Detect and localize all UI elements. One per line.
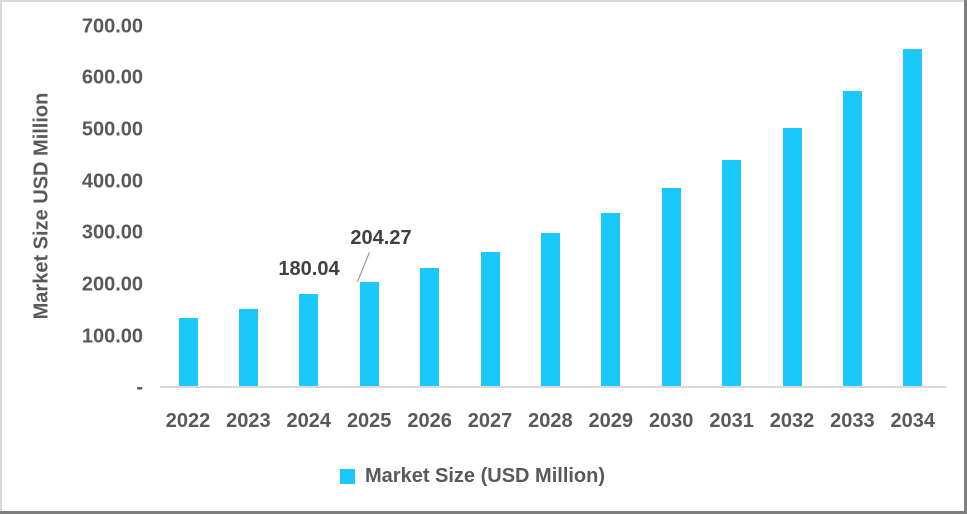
- y-tick: 400.00: [81, 170, 143, 193]
- frame-shadow-bottom: [0, 511, 967, 514]
- bar-2033: [842, 90, 862, 387]
- y-tick: 100.00: [81, 325, 143, 348]
- x-tick: 2030: [648, 410, 694, 432]
- bar-2022: [178, 317, 198, 387]
- bar-2027: [480, 252, 500, 387]
- bar-2025: [359, 281, 379, 387]
- y-axis-title: Market Size USD Million: [30, 92, 53, 320]
- bar-2028: [540, 233, 560, 387]
- x-tick: 2023: [226, 410, 271, 432]
- x-tick: 2029: [588, 410, 634, 432]
- x-tick: 2033: [830, 410, 875, 432]
- x-axis-line: [160, 386, 946, 388]
- bar-2032: [782, 127, 802, 387]
- x-tick: 2028: [528, 410, 573, 432]
- x-tick: 2027: [467, 410, 513, 432]
- x-tick: 2024: [286, 410, 332, 432]
- bar-2034: [903, 49, 923, 387]
- y-tick: 200.00: [81, 273, 143, 296]
- y-tick: 500.00: [81, 118, 143, 141]
- frame-shadow-right: [964, 0, 967, 514]
- y-tick: 300.00: [81, 221, 143, 244]
- y-tick: 700.00: [81, 15, 143, 38]
- bar-2029: [601, 212, 621, 387]
- bar-2024: [299, 294, 319, 387]
- legend-label: Market Size (USD Million): [365, 465, 606, 487]
- x-tick: 2032: [769, 410, 815, 432]
- data-label-2024: 180.04: [278, 258, 340, 280]
- y-tick: 600.00: [81, 66, 143, 89]
- x-tick: 2034: [890, 410, 936, 432]
- bar-2026: [420, 267, 440, 387]
- bar-2031: [722, 159, 742, 387]
- bar-2030: [661, 187, 681, 387]
- x-tick: 2026: [407, 410, 452, 432]
- x-tick: 2031: [709, 410, 754, 432]
- y-tick: -: [136, 376, 143, 399]
- legend-swatch: [340, 469, 355, 484]
- legend: Market Size (USD Million): [340, 465, 605, 488]
- bar-2023: [238, 308, 258, 387]
- x-tick: 2022: [165, 410, 211, 432]
- x-tick: 2025: [346, 410, 392, 432]
- data-label-2025: 204.27: [350, 227, 412, 249]
